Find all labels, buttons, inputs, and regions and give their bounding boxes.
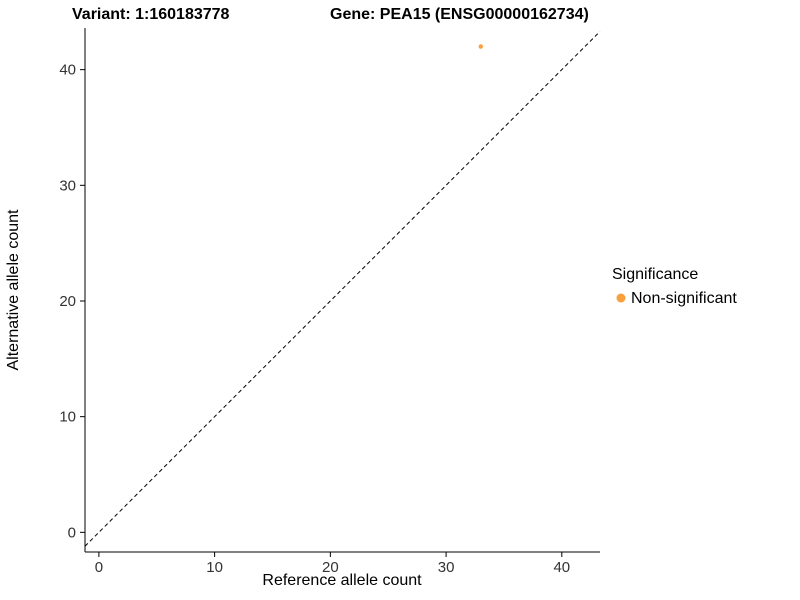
x-tick-label: 20 bbox=[322, 559, 339, 576]
title-gene: Gene: PEA15 (ENSG00000162734) bbox=[330, 6, 589, 23]
x-tick-label: 40 bbox=[553, 559, 570, 576]
legend-swatch-non-significant bbox=[616, 293, 626, 303]
identity-line bbox=[84, 31, 601, 547]
data-point bbox=[478, 44, 483, 49]
x-tick-label: 0 bbox=[95, 559, 103, 576]
x-axis-label: Reference allele count bbox=[262, 572, 422, 589]
y-tick-label: 30 bbox=[59, 177, 76, 194]
y-tick-label: 0 bbox=[68, 524, 76, 541]
legend-title: Significance bbox=[612, 266, 698, 283]
y-tick-label: 20 bbox=[59, 293, 76, 310]
x-tick-label: 30 bbox=[438, 559, 455, 576]
y-tick-label: 10 bbox=[59, 409, 76, 426]
y-tick-label: 40 bbox=[59, 62, 76, 79]
title-variant: Variant: 1:160183778 bbox=[72, 6, 230, 23]
x-tick-label: 10 bbox=[206, 559, 223, 576]
plot-panel: 0 10 20 30 40 0 10 20 30 40 bbox=[59, 28, 601, 576]
y-axis-label: Alternative allele count bbox=[5, 209, 22, 371]
legend-label-non-significant: Non-significant bbox=[631, 290, 737, 307]
